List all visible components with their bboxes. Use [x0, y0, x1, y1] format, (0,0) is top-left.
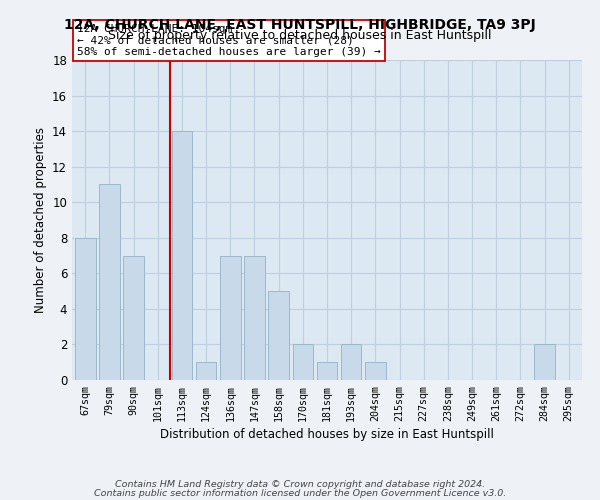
Text: Size of property relative to detached houses in East Huntspill: Size of property relative to detached ho…	[108, 29, 492, 42]
Bar	[75, 238, 95, 380]
Bar	[341, 344, 361, 380]
Bar	[268, 291, 289, 380]
Bar	[365, 362, 386, 380]
Bar	[317, 362, 337, 380]
X-axis label: Distribution of detached houses by size in East Huntspill: Distribution of detached houses by size …	[160, 428, 494, 441]
Bar	[244, 256, 265, 380]
Text: 12A CHURCH LANE: 104sqm
← 42% of detached houses are smaller (28)
58% of semi-de: 12A CHURCH LANE: 104sqm ← 42% of detache…	[77, 24, 381, 57]
Bar	[534, 344, 555, 380]
Text: Contains public sector information licensed under the Open Government Licence v3: Contains public sector information licen…	[94, 488, 506, 498]
Bar	[172, 131, 192, 380]
Y-axis label: Number of detached properties: Number of detached properties	[34, 127, 47, 313]
Text: 12A, CHURCH LANE, EAST HUNTSPILL, HIGHBRIDGE, TA9 3PJ: 12A, CHURCH LANE, EAST HUNTSPILL, HIGHBR…	[64, 18, 536, 32]
Bar	[293, 344, 313, 380]
Text: Contains HM Land Registry data © Crown copyright and database right 2024.: Contains HM Land Registry data © Crown c…	[115, 480, 485, 489]
Bar	[99, 184, 120, 380]
Bar	[220, 256, 241, 380]
Bar	[196, 362, 217, 380]
Bar	[124, 256, 144, 380]
